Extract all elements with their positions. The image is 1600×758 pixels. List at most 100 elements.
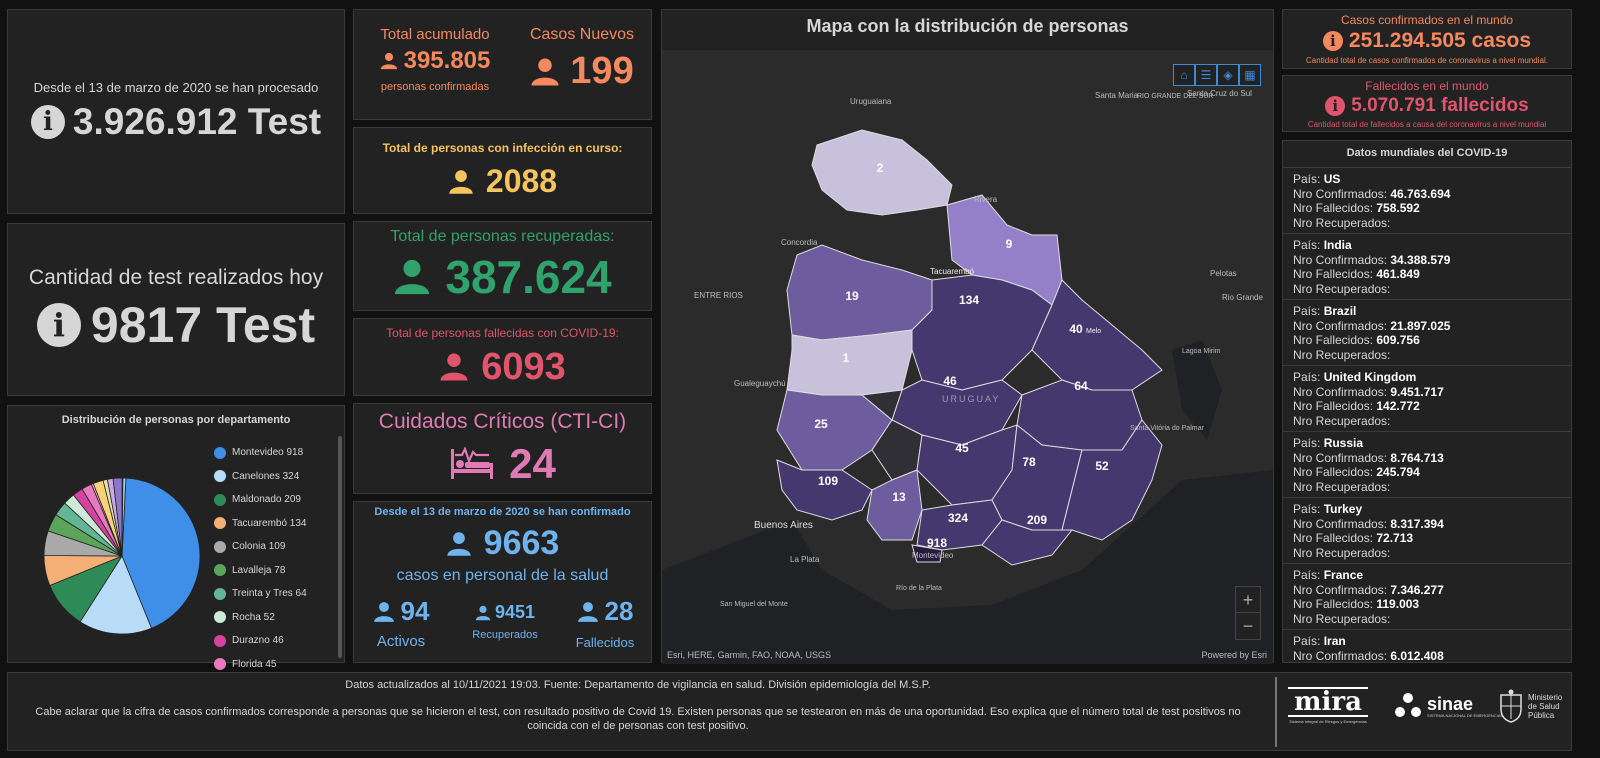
country-name: Russia [1323,436,1364,450]
deceased-card: Total de personas fallecidas con COVID-1… [353,318,652,396]
deceased-title: Total de personas fallecidas con COVID-1… [386,325,619,340]
dept-soriano-colonia [776,459,873,521]
list-item[interactable]: País: Turkey Nro Confirmados: 8.317.394 Nr… [1283,498,1571,564]
legend-item[interactable]: Colonia 109 [214,535,324,559]
confirmed-label: Nro Confirmados: [1293,318,1391,333]
sinae-logo-sub: SISTEMA NACIONAL DE EMERGENCIAS [1427,712,1504,718]
legend-swatch [214,634,226,647]
recovered-label: Nro Recuperados: [1293,479,1391,494]
legend-swatch [214,540,226,553]
sinae-logo: sinae SISTEMA NACIONAL DE EMERGENCIAS [1393,691,1503,721]
person-icon [577,601,598,622]
dept-san-jose [866,469,923,541]
legend-item[interactable]: Tacuarembó 134 [214,512,324,536]
legend-swatch [214,587,226,600]
active-infection-value: 2088 [485,163,558,199]
pie-slice-cerro-largo[interactable] [121,477,127,557]
confirmed-line: Nro Confirmados: 34.388.579 [1293,253,1561,268]
legend-button[interactable]: ☰ [1195,64,1217,86]
map-attribution: Esri, HERE, Garmin, FAO, NOAA, USGS [667,650,832,660]
legend-label: Rocha 52 [232,611,275,623]
deaths-label: Nro Fallecidos: [1293,531,1377,546]
active-infection-card: Total de personas con infección en curso… [353,127,652,214]
legend-label: Canelones 324 [232,470,300,482]
place-label: Lagoa Mirim [1182,348,1221,355]
msp-logo-text: Ministerio de Salud Pública [1528,692,1563,720]
info-icon: i [1325,95,1346,116]
accumulated-subtitle: personas confirmadas [380,81,490,93]
legend-label: Treinta y Tres 64 [232,588,307,600]
recovered-label: Nro Recuperados: [1293,545,1391,560]
legend-scrollbar[interactable] [338,436,342,658]
list-item[interactable]: País: US Nro Confirmados: 46.763.694 Nro F… [1283,168,1571,234]
health-staff-deceased-value: 28 [604,596,634,626]
pie-slice-canelones[interactable] [79,555,152,635]
legend-swatch [214,517,226,530]
place-label: Santa Cruz do Sul [1187,89,1252,98]
deaths-line: Nro Fallecidos: 142.772 [1293,399,1561,414]
critical-care-title: Cuidados Críticos (CTI-CI) [378,409,627,433]
pie-chart-title: Distribución de personas por departament… [61,414,291,426]
world-deaths-title: Fallecidos en el mundo [1365,78,1489,93]
map-value: 2 [877,161,884,175]
list-item[interactable]: País: United Kingdom Nro Confirmados: 9.4… [1283,366,1571,432]
legend-item[interactable]: Florida 45 [214,653,324,677]
recovered-label: Nro Recuperados: [1293,281,1391,296]
deaths-line: Nro Fallecidos: 758.592 [1293,201,1561,216]
legend-item[interactable]: Canelones 324 [214,465,324,489]
place-label: Santa Vitória do Palmar [1130,425,1204,432]
map-value: 25 [814,417,828,431]
list-item[interactable]: País: France Nro Confirmados: 7.346.277 Nr… [1283,564,1571,630]
map-value: 134 [959,293,979,307]
tests-today-card: Cantidad de test realizados hoy i 9817 T… [7,223,345,396]
legend-item[interactable]: Rocha 52 [214,606,324,630]
confirmed-line: Nro Confirmados: 21.897.025 [1293,319,1561,334]
recovered-line: Nro Recuperados: [1293,480,1561,495]
person-icon [373,601,394,622]
legend-item[interactable]: Montevideo 918 [214,441,324,465]
place-label: RIO GRANDE DEL SUR [1137,93,1213,100]
recovered-line: Nro Recuperados: [1293,414,1561,429]
country-name: US [1323,172,1341,186]
footer-updated: Datos actualizados al 10/11/2021 19:03. … [345,679,931,691]
basemap-button[interactable]: ▦ [1239,64,1261,86]
legend-label: Montevideo 918 [232,447,304,459]
zoom-out-button[interactable]: − [1242,616,1254,636]
deaths-value: 461.849 [1376,267,1420,282]
place-label: Buenos Aires [754,520,813,531]
confirmed-label: Nro Confirmados: [1293,384,1391,399]
confirmed-line: Nro Confirmados: 9.451.717 [1293,385,1561,400]
country-label: País: [1293,502,1324,516]
world-list[interactable]: País: US Nro Confirmados: 46.763.694 Nro F… [1283,167,1571,662]
legend-item[interactable]: Maldonado 209 [214,488,324,512]
person-icon [446,531,471,556]
deaths-label: Nro Fallecidos: [1293,399,1377,414]
legend-item[interactable]: Durazno 46 [214,629,324,653]
map-value: 45 [955,441,969,455]
list-item[interactable]: País: India Nro Confirmados: 34.388.579 Nr… [1283,234,1571,300]
list-item[interactable]: País: Russia Nro Confirmados: 8.764.713 Nr… [1283,432,1571,498]
legend-item[interactable]: Lavalleja 78 [214,559,324,583]
map-value: 52 [1095,459,1109,473]
accumulated-value: 395.805 [403,47,491,74]
place-label: Concordia [781,238,818,247]
pie-slice-montevideo[interactable] [121,477,201,629]
confirmed-value: 46.763.694 [1390,186,1451,201]
place-label: Rivera [974,195,998,204]
confirmed-value: 9.451.717 [1390,384,1444,399]
layers-button[interactable]: ◈ [1217,64,1239,86]
home-button[interactable]: ⌂ [1173,64,1195,86]
deaths-value: 72.713 [1376,531,1414,546]
legend-label: Tacuarembó 134 [232,517,307,529]
deaths-value: 609.756 [1376,333,1420,348]
recovered-line: Nro Recuperados: [1293,348,1561,363]
new-cases-title: Casos Nuevos [529,26,635,43]
zoom-in-button[interactable]: + [1236,587,1260,613]
powered-by-esri[interactable]: Powered by Esri [1201,650,1267,660]
list-item[interactable]: País: Brazil Nro Confirmados: 21.897.025 N… [1283,300,1571,366]
map-view[interactable]: 2 9 19 134 40 1 46 64 25 45 78 52 109 13… [662,50,1273,664]
dept-montevideo [911,544,943,563]
legend-item[interactable]: Treinta y Tres 64 [214,582,324,606]
deaths-line: Nro Fallecidos: 119.003 [1293,597,1561,612]
